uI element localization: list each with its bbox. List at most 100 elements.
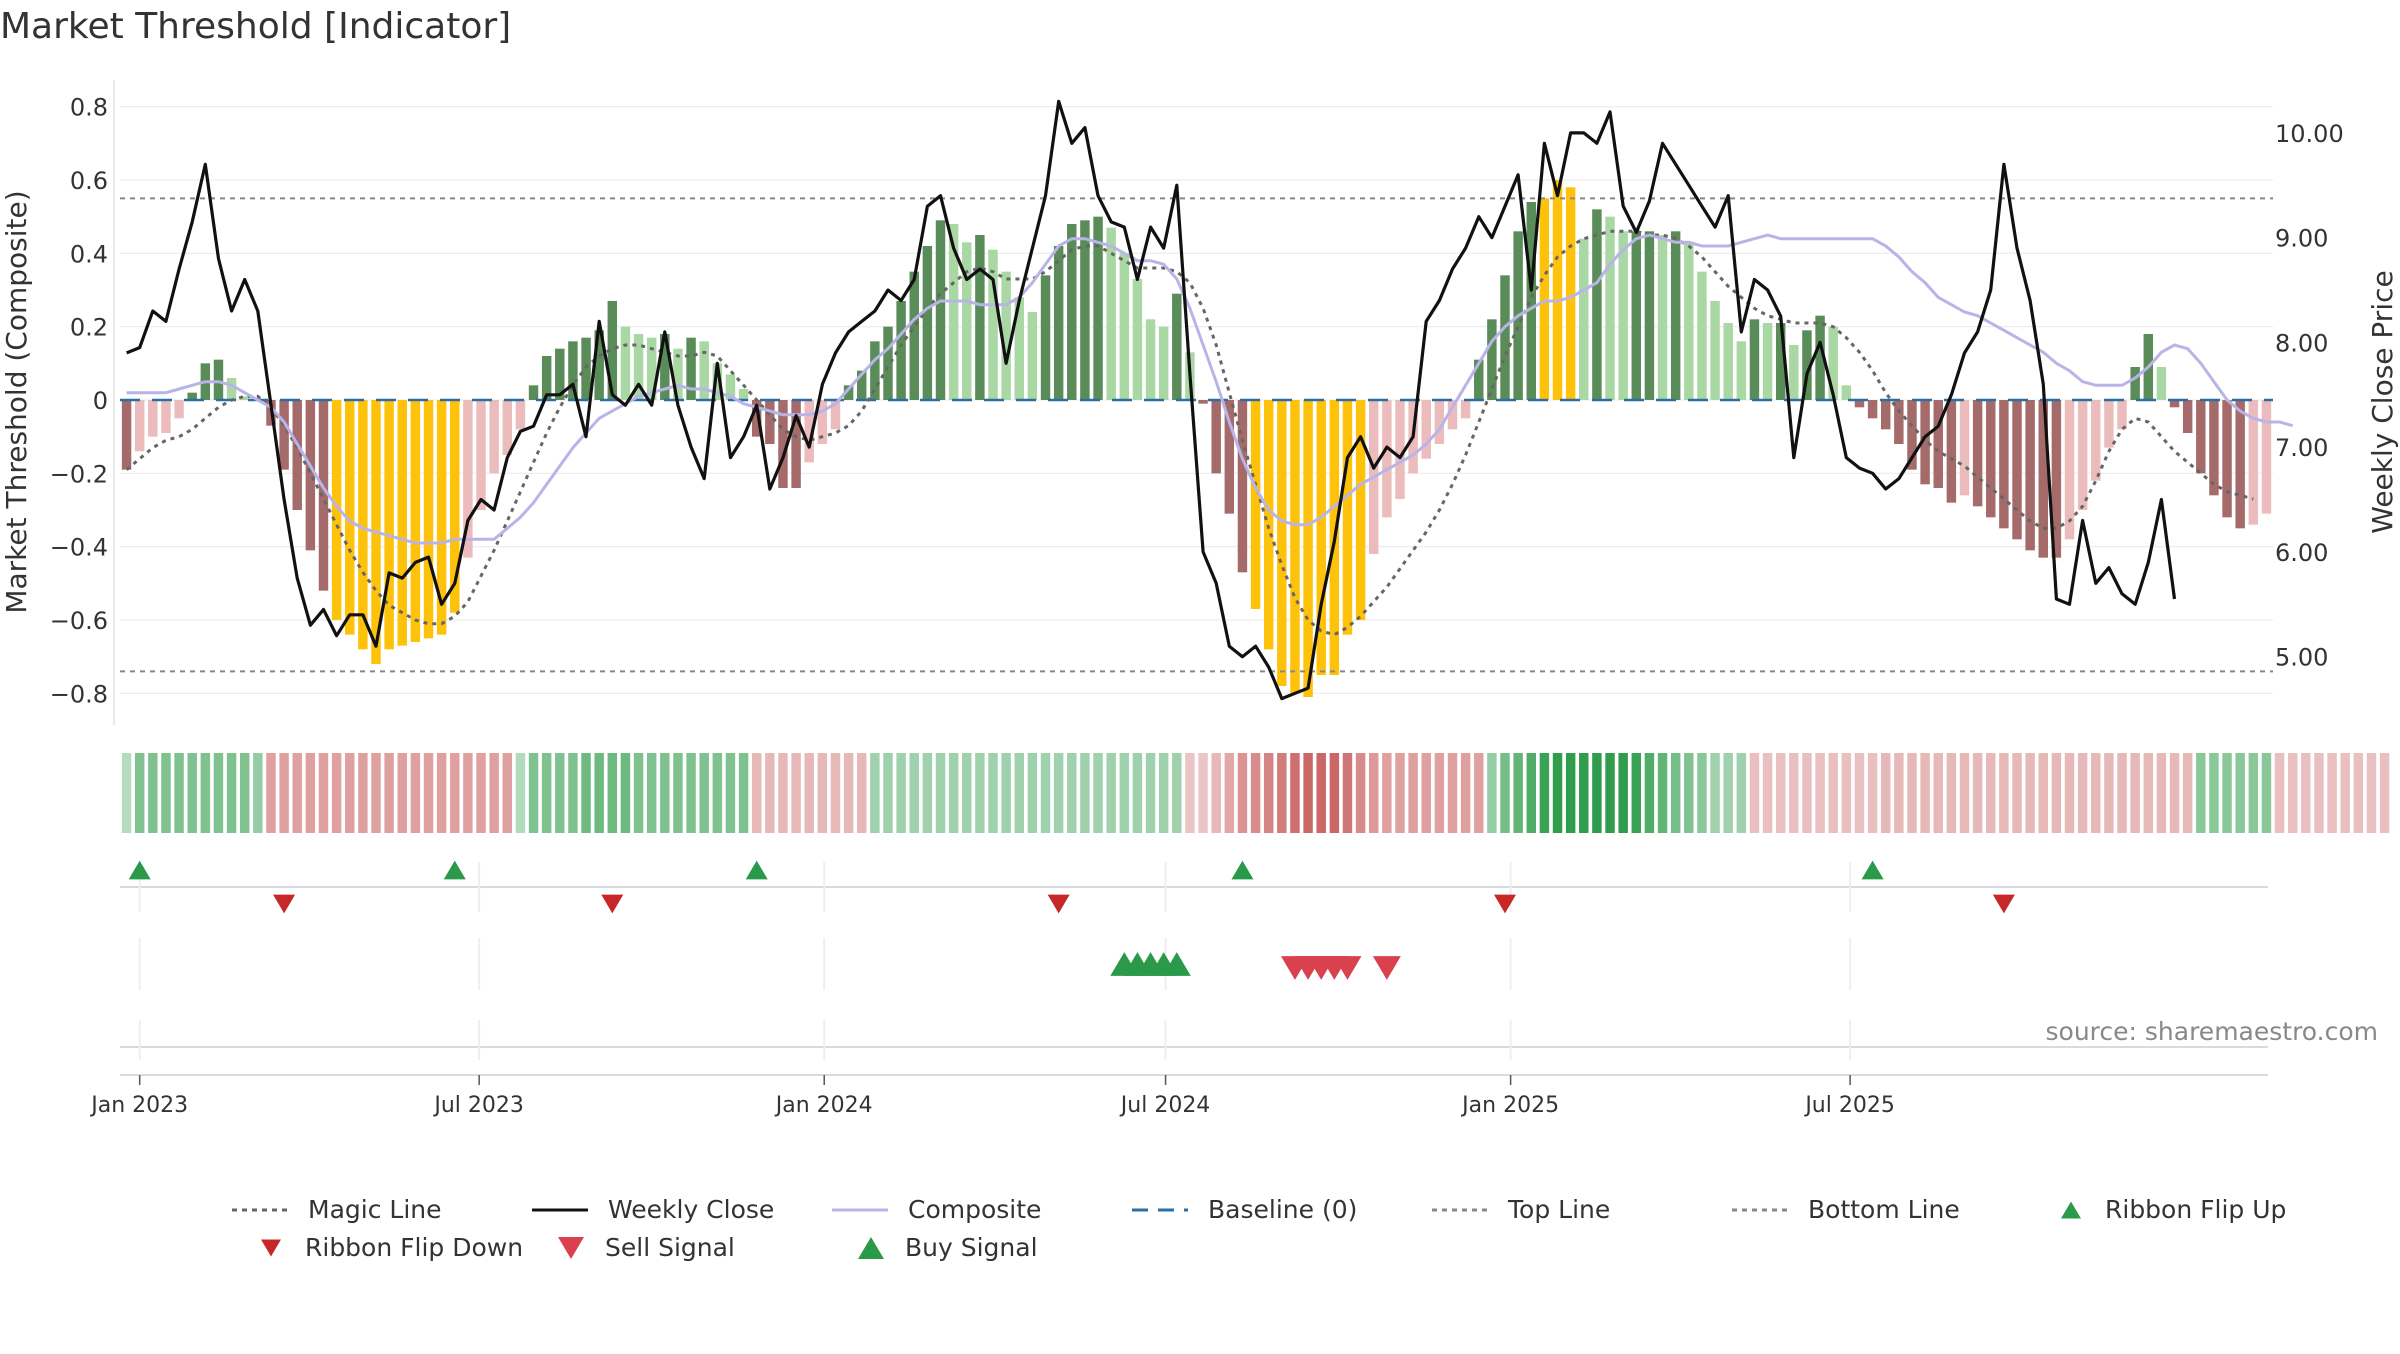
composite-bar <box>1290 400 1300 694</box>
composite-bar <box>1250 400 1261 609</box>
ribbon-cell <box>817 753 828 833</box>
ribbon-cell <box>1697 753 1707 833</box>
ribbon-cell <box>2340 753 2350 833</box>
composite-bar <box>765 400 775 444</box>
legend-item: Sell Signal <box>555 1233 735 1262</box>
ribbon-flip-up-marker <box>443 860 466 880</box>
ribbon-cell <box>1920 753 1930 833</box>
ribbon-cell <box>1185 753 1195 833</box>
ribbon-cell <box>1513 753 1523 833</box>
ribbon-cell <box>2025 753 2035 833</box>
ribbon-flip-up-marker <box>1231 860 1254 880</box>
ribbon-cell <box>1959 753 1970 833</box>
composite-bar <box>2261 400 2272 514</box>
ribbon-flip-down-marker <box>1494 894 1517 914</box>
ribbon-cell <box>226 753 237 833</box>
ribbon-cell <box>279 753 289 833</box>
ribbon-cell <box>345 753 355 833</box>
ribbon-cell <box>581 753 591 833</box>
ribbon-cell <box>384 753 394 833</box>
composite-bar <box>2169 400 2180 408</box>
composite-bar <box>1474 359 1484 400</box>
legend-item: Top Line <box>1430 1195 1610 1224</box>
composite-bar <box>1670 231 1681 400</box>
ribbon-cell <box>725 753 736 833</box>
ribbon-cell <box>2301 753 2311 833</box>
ribbon-cell <box>2235 753 2245 833</box>
legend-label: Top Line <box>1508 1195 1611 1224</box>
ribbon-cell <box>1395 753 1405 833</box>
composite-bar <box>2117 400 2127 430</box>
ribbon-cell <box>1972 753 1983 833</box>
composite-bar <box>804 400 814 463</box>
composite-bar <box>502 400 513 455</box>
composite-bar <box>555 348 565 400</box>
ribbon-cell <box>2314 753 2324 833</box>
ribbon-cell <box>1355 753 1366 833</box>
ribbon-cell <box>975 753 985 833</box>
composite-bar <box>1355 400 1366 620</box>
ribbon-cell <box>948 753 959 833</box>
composite-bar <box>1802 330 1812 400</box>
ribbon-cell <box>2274 753 2285 833</box>
y-tick-label-left: 0.6 <box>70 167 108 195</box>
legend-item: Baseline (0) <box>1130 1195 1357 1224</box>
ribbon-cell <box>187 753 197 833</box>
ribbon-cell <box>883 753 893 833</box>
ribbon-cell <box>922 753 933 833</box>
composite-bar <box>1303 400 1313 697</box>
weekly-close-line <box>125 99 2177 701</box>
ribbon-cell <box>646 753 657 833</box>
ribbon-cell <box>699 753 709 833</box>
x-tick-label: Jan 2023 <box>89 1093 188 1118</box>
ribbon-cell <box>1710 753 1720 833</box>
ribbon-flip-down-marker <box>601 894 624 914</box>
composite-bar <box>1382 400 1392 518</box>
ribbon-flip-up-marker <box>745 860 768 880</box>
composite-bar <box>778 400 788 488</box>
composite-bar <box>1631 231 1642 400</box>
y-tick-label-left: −0.8 <box>50 680 108 708</box>
composite-bar <box>1999 400 2009 529</box>
ribbon-cell <box>2261 753 2272 833</box>
ribbon-cell <box>751 753 762 833</box>
ribbon-cell <box>2182 753 2193 833</box>
ribbon-cell <box>1303 753 1313 833</box>
composite-bar <box>1460 400 1471 419</box>
ribbon-cell <box>1670 753 1681 833</box>
ribbon-cell <box>765 753 775 833</box>
ribbon-cell <box>1526 753 1536 833</box>
composite-bar <box>1395 400 1405 499</box>
composite-bar <box>1027 312 1038 400</box>
x-tick-label: Jan 2024 <box>774 1093 873 1118</box>
ribbon-cell <box>1749 753 1760 833</box>
composite-bar <box>1684 242 1694 400</box>
sell-signal-marker <box>1372 956 1401 980</box>
ribbon-cell <box>2104 753 2114 833</box>
ribbon-cell <box>738 753 749 833</box>
ribbon-cell <box>633 753 644 833</box>
ribbon-cell <box>594 753 604 833</box>
legend-swatch <box>1732 1208 1788 1211</box>
ribbon-cell <box>988 753 998 833</box>
ribbon-cell <box>1369 753 1379 833</box>
ribbon-cell <box>1500 753 1510 833</box>
y-tick-label-left: 0.4 <box>70 240 108 268</box>
ribbon-cell <box>358 753 368 833</box>
composite-bar <box>1552 180 1563 400</box>
composite-bar <box>830 400 841 430</box>
ribbon-cell <box>502 753 513 833</box>
ribbon-cell <box>2366 753 2377 833</box>
composite-bar <box>1132 279 1143 400</box>
y-tick-label-left: 0 <box>93 387 108 415</box>
composite-bar <box>134 400 145 452</box>
ribbon-cell <box>213 753 224 833</box>
composite-bar <box>1618 231 1628 400</box>
legend-label: Buy Signal <box>905 1233 1038 1262</box>
composite-bar <box>1316 400 1326 675</box>
composite-bar <box>660 334 670 400</box>
legend-label: Weekly Close <box>608 1195 775 1224</box>
composite-bar <box>397 400 407 646</box>
composite-bar <box>331 400 342 620</box>
ribbon-cell <box>1277 753 1287 833</box>
